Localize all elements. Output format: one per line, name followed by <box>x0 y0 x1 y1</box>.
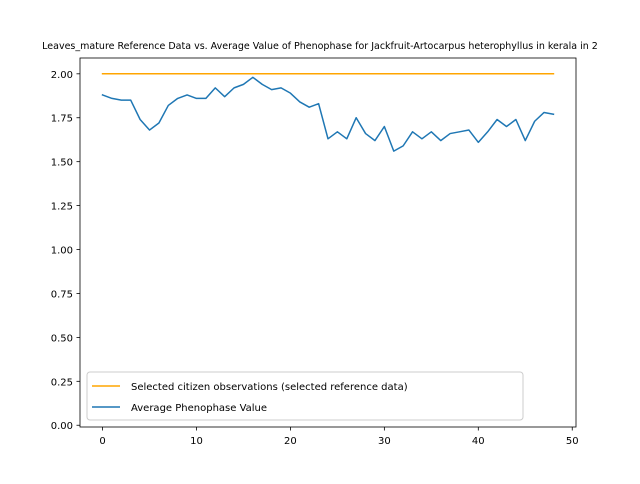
y-tick-label: 2.00 <box>51 70 73 81</box>
x-tick-label: 50 <box>566 436 579 447</box>
y-tick-label: 0.00 <box>51 421 73 432</box>
y-tick-label: 0.25 <box>51 377 73 388</box>
legend-label-2: Average Phenophase Value <box>131 403 267 414</box>
y-tick-label: 0.75 <box>51 289 73 300</box>
legend-box <box>86 371 524 421</box>
y-tick-label: 1.25 <box>51 202 73 213</box>
axes: 0 10 20 30 40 50 0.00 0.25 0.50 0.75 1.00 1.25 1.50 1… <box>51 57 579 447</box>
chart-title: Leaves_mature Reference Data vs. Average… <box>42 41 598 52</box>
legend: Selected citizen observations (selected … <box>86 371 524 421</box>
x-tick-label: 20 <box>284 436 297 447</box>
x-tick-label: 40 <box>472 436 485 447</box>
y-tick-label: 1.75 <box>51 114 73 125</box>
x-tick-label: 10 <box>190 436 203 447</box>
axes-frame <box>79 57 577 428</box>
y-tick-label: 1.50 <box>51 158 73 169</box>
y-tick-label: 1.00 <box>51 246 73 257</box>
y-tick-label: 0.50 <box>51 333 73 344</box>
series-line-2 <box>101 76 555 152</box>
x-tick-label: 30 <box>378 436 391 447</box>
plot-area <box>101 73 555 152</box>
x-tick-label: 0 <box>99 436 105 447</box>
legend-label-1: Selected citizen observations (selected … <box>131 382 408 393</box>
